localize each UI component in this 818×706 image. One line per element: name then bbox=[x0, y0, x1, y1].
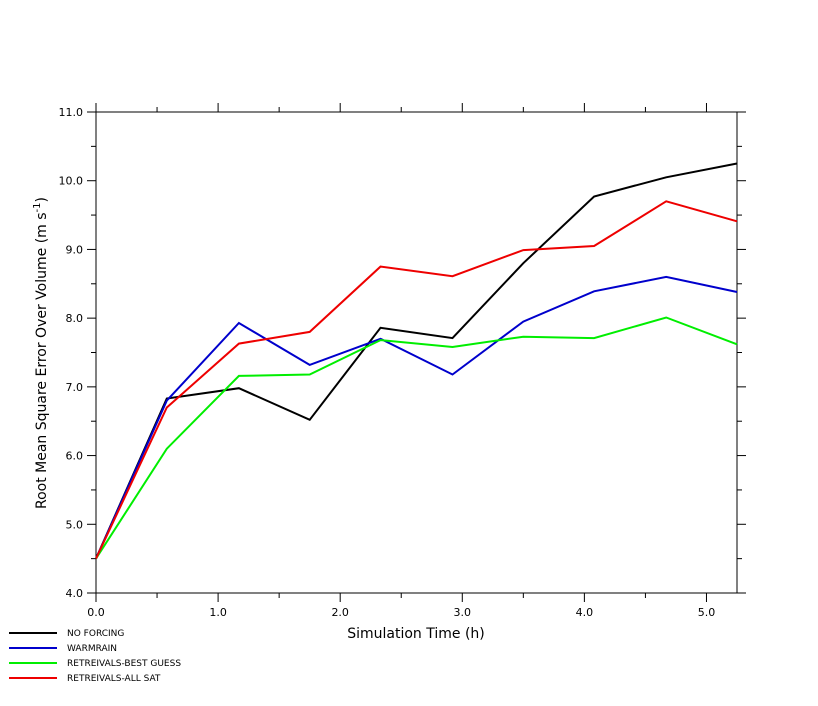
y-axis-title-close: ) bbox=[34, 197, 50, 202]
y-tick-label: 9.0 bbox=[66, 243, 84, 256]
legend-label: WARMRAIN bbox=[67, 644, 117, 654]
series-lines bbox=[95, 162, 738, 560]
legend-label: NO FORCING bbox=[67, 629, 124, 639]
x-tick-label: 3.0 bbox=[454, 606, 472, 619]
y-tick-label: 7.0 bbox=[66, 381, 84, 394]
y-tick-label: 8.0 bbox=[66, 312, 84, 325]
y-axis-title: Root Mean Square Error Over Volume (m s-… bbox=[32, 197, 50, 509]
tick-marks bbox=[87, 103, 746, 602]
y-tick-label: 6.0 bbox=[66, 450, 84, 463]
legend-entry: RETREIVALS-BEST GUESS bbox=[9, 659, 181, 669]
legend-entry: WARMRAIN bbox=[9, 644, 117, 654]
legend-label: RETREIVALS-BEST GUESS bbox=[67, 659, 181, 669]
series-line-3 bbox=[95, 200, 738, 560]
y-axis-title-main: Root Mean Square Error Over Volume (m s bbox=[34, 212, 50, 509]
y-tick-label: 10.0 bbox=[59, 175, 84, 188]
x-tick-label: 0.0 bbox=[87, 606, 105, 619]
x-tick-label: 1.0 bbox=[209, 606, 227, 619]
y-tick-label: 11.0 bbox=[59, 106, 84, 119]
tick-labels: 0.0 1.0 2.0 3.0 4.0 5.0 4.0 5.0 6.0 7.0 8.0 9.0 10.0… bbox=[59, 106, 716, 619]
legend: NO FORCING WARMRAIN RETREIVALS-BEST GUESS R… bbox=[9, 629, 181, 684]
x-axis-title: Simulation Time (h) bbox=[347, 626, 485, 642]
y-tick-label: 5.0 bbox=[66, 518, 84, 531]
x-tick-label: 2.0 bbox=[331, 606, 349, 619]
x-tick-label: 5.0 bbox=[698, 606, 716, 619]
series-line-0 bbox=[95, 162, 738, 560]
series-line-2 bbox=[95, 316, 738, 560]
series-line-1 bbox=[95, 275, 738, 560]
y-axis-title-superscript: -1 bbox=[32, 202, 43, 212]
legend-entry: RETREIVALS-ALL SAT bbox=[9, 674, 161, 684]
legend-entry: NO FORCING bbox=[9, 629, 124, 639]
legend-label: RETREIVALS-ALL SAT bbox=[67, 674, 161, 684]
y-tick-label: 4.0 bbox=[66, 587, 84, 600]
x-tick-label: 4.0 bbox=[576, 606, 594, 619]
